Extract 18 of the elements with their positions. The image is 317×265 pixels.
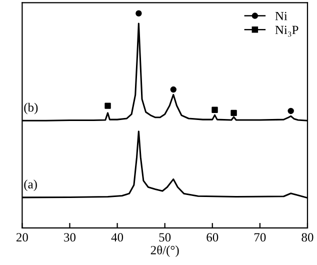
x-tick-label: 60 <box>206 233 218 242</box>
x-tick-label: 20 <box>16 233 28 242</box>
point <box>230 110 237 116</box>
x-tick-label: 70 <box>254 233 266 242</box>
x-tick-label: 80 <box>302 233 314 242</box>
series-label: (b) <box>24 102 38 114</box>
x-tick-label: 40 <box>111 233 124 242</box>
legend-label: Ni <box>275 12 288 20</box>
point <box>104 102 111 109</box>
x-tick-label: 30 <box>64 233 76 242</box>
series-label: (a) <box>24 180 37 191</box>
point <box>136 10 142 16</box>
legend-label: Ni₃P <box>275 26 298 37</box>
x-tick-label: 50 <box>159 233 171 242</box>
point <box>170 86 176 93</box>
point <box>212 106 218 114</box>
x-axis-title: 2θ/(°) <box>150 245 179 257</box>
point <box>288 108 294 114</box>
